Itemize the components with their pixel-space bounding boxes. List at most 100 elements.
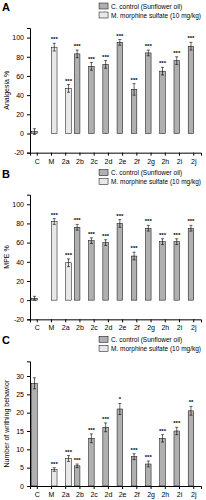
bars bbox=[32, 40, 194, 135]
y-tick: 100 bbox=[12, 34, 30, 41]
error-cap bbox=[53, 218, 56, 219]
x-tick-mark bbox=[122, 319, 123, 322]
error-cap bbox=[53, 467, 56, 468]
error-bar bbox=[68, 85, 69, 93]
error-cap bbox=[104, 60, 107, 61]
y-tick-label: 0 bbox=[20, 130, 24, 137]
x-tick-mark bbox=[51, 486, 52, 489]
x-tick-mark bbox=[122, 153, 123, 156]
error-cap bbox=[175, 238, 178, 239]
error-cap bbox=[76, 50, 79, 51]
y-tick-label: 40 bbox=[16, 259, 24, 266]
significance-label: *** bbox=[173, 232, 181, 238]
error-cap bbox=[33, 388, 36, 389]
x-tick: 2b bbox=[76, 319, 84, 331]
bar bbox=[188, 46, 194, 133]
legend: C. control (Sunflower oil)M. morphine su… bbox=[99, 3, 201, 20]
error-cap bbox=[189, 42, 192, 43]
y-axis-title: MPE % bbox=[3, 245, 10, 268]
x-tick-mark bbox=[179, 319, 180, 322]
x-tick: 2g bbox=[147, 153, 155, 166]
y-tick-label: -20 bbox=[14, 316, 24, 323]
error-cap bbox=[67, 258, 70, 259]
x-axis: CM2a2b2c2d2e2f2g2h2i2j bbox=[31, 153, 202, 166]
bar bbox=[146, 228, 152, 300]
significance-label: *** bbox=[145, 43, 153, 49]
x-tick-label: 2f bbox=[134, 324, 140, 331]
y-tick: 30 bbox=[16, 373, 30, 380]
significance-label: *** bbox=[131, 245, 139, 251]
error-cap bbox=[76, 224, 79, 225]
error-cap bbox=[189, 406, 192, 407]
y-tick-mark bbox=[27, 449, 30, 450]
significance-label: *** bbox=[116, 213, 124, 219]
y-tick-mark bbox=[27, 223, 30, 224]
y-tick-mark bbox=[27, 38, 30, 39]
x-tick: 2j bbox=[191, 319, 197, 332]
error-cap bbox=[133, 459, 136, 460]
error-bar bbox=[162, 435, 163, 442]
y-tick-mark bbox=[27, 376, 30, 377]
x-tick-label: 2i bbox=[177, 158, 183, 165]
y-tick-label: 20 bbox=[16, 111, 24, 118]
error-bar bbox=[119, 40, 120, 46]
y-tick: 20 bbox=[16, 409, 30, 416]
x-tick-label: 2e bbox=[119, 158, 127, 165]
significance-label: *** bbox=[88, 56, 96, 62]
error-cap bbox=[104, 431, 107, 432]
x-tick-mark bbox=[94, 319, 95, 322]
x-tick: C bbox=[35, 319, 40, 331]
error-bar bbox=[148, 225, 149, 231]
annotations: ********************************* bbox=[51, 212, 195, 258]
error-bar bbox=[77, 224, 78, 230]
significance-label: *** bbox=[88, 427, 96, 433]
x-tick: 2f bbox=[134, 153, 140, 165]
error-cap bbox=[90, 433, 93, 434]
significance-label: *** bbox=[74, 217, 82, 223]
significance-label: *** bbox=[102, 54, 110, 60]
x-tick: 2i bbox=[177, 153, 183, 165]
bar bbox=[174, 61, 180, 134]
x-axis-line bbox=[31, 320, 202, 323]
x-tick-mark bbox=[51, 153, 52, 156]
y-tick: 10 bbox=[16, 446, 30, 453]
x-tick-mark bbox=[136, 153, 137, 156]
panel: -20020406080100CM2a2b2c2d2e2f2g2h2i2j***… bbox=[2, 168, 202, 333]
legend-label: C. control (Sunflower oil) bbox=[111, 336, 182, 344]
x-tick: 2j bbox=[191, 153, 197, 166]
x-tick-label: C bbox=[35, 491, 40, 498]
error-cap bbox=[33, 128, 36, 129]
error-cap bbox=[67, 92, 70, 93]
y-tick: 100 bbox=[12, 201, 30, 208]
error-cap bbox=[76, 230, 79, 231]
y-axis-line bbox=[27, 29, 31, 154]
error-cap bbox=[133, 83, 136, 84]
y-tick: 5 bbox=[20, 464, 30, 471]
legend-item: M. morphine sulfate (10 mg/kg) bbox=[99, 178, 201, 186]
significance-label: *** bbox=[102, 416, 110, 422]
x-tick-label: 2e bbox=[119, 491, 127, 498]
y-tick-label: 80 bbox=[16, 54, 24, 61]
significance-label: *** bbox=[173, 50, 181, 56]
y-tick-mark bbox=[27, 204, 30, 205]
significance-label: *** bbox=[116, 33, 124, 39]
x-tick-mark bbox=[179, 153, 180, 156]
bar bbox=[51, 222, 57, 301]
x-tick: 2c bbox=[90, 319, 98, 331]
bar bbox=[74, 54, 80, 134]
error-bar bbox=[34, 378, 35, 389]
error-cap bbox=[104, 239, 107, 240]
y-axis: -20020406080100 bbox=[12, 29, 30, 157]
bar bbox=[51, 470, 57, 487]
error-cap bbox=[76, 464, 79, 465]
error-cap bbox=[133, 259, 136, 260]
x-tick-mark bbox=[65, 486, 66, 489]
bar bbox=[103, 64, 109, 133]
significance-label: *** bbox=[131, 77, 139, 83]
error-cap bbox=[147, 231, 150, 232]
y-axis: 051015202530 bbox=[16, 362, 30, 490]
x-tick-mark bbox=[108, 319, 109, 322]
error-cap bbox=[175, 64, 178, 65]
error-cap bbox=[53, 43, 56, 44]
error-bar bbox=[190, 42, 191, 50]
